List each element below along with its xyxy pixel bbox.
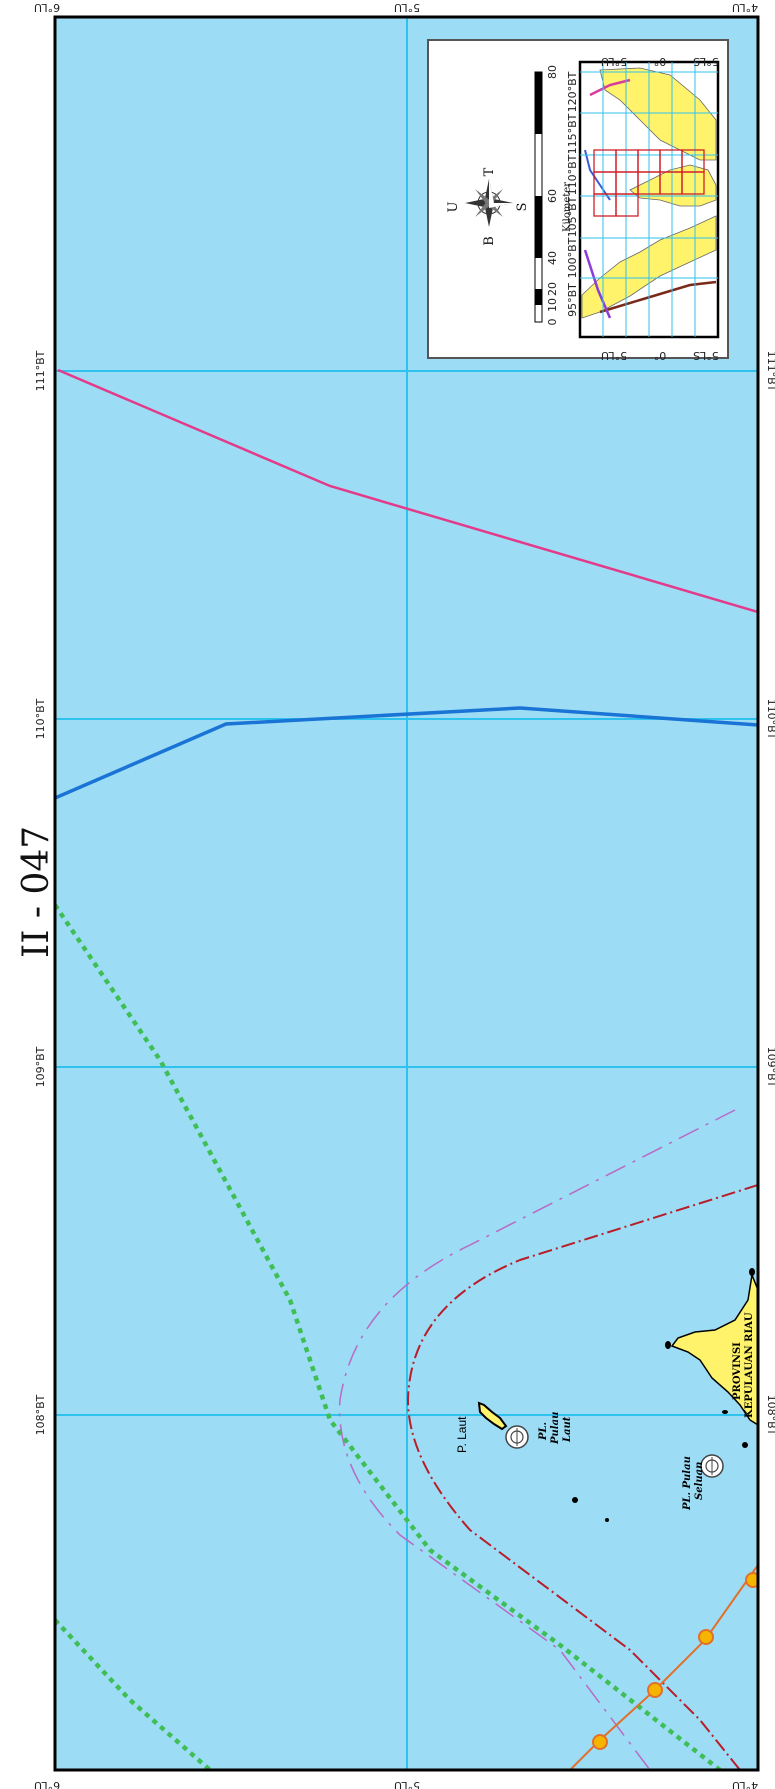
lon-tick-label: 108°BT	[34, 1394, 47, 1435]
cable-node	[647, 1682, 663, 1698]
cable-node	[745, 1572, 758, 1588]
lon-tick-label: 109°BT	[34, 1046, 47, 1087]
scale-tick-label: 0	[546, 319, 559, 326]
cable-node	[698, 1629, 714, 1645]
scale-tick-label: 40	[546, 251, 559, 265]
lon-tick-label: 110°BT	[34, 698, 47, 739]
lat-tick-label: 6°LU	[34, 1, 60, 14]
islet	[665, 1341, 671, 1349]
inset-panel: U S T B 0 10 20 40 60 80 Kilometer	[427, 39, 729, 362]
scale-tick-label: 60	[546, 189, 559, 203]
islets	[572, 1268, 755, 1522]
lat-tick-label: 5°LU	[394, 1, 420, 14]
base-point-label: Seluan	[694, 1462, 705, 1500]
lat-tick-label: 4°LU	[732, 1, 758, 14]
islet	[749, 1268, 755, 1276]
base-point-label: PL. Pulau	[682, 1456, 693, 1511]
island-label-laut: P. Laut	[455, 1416, 469, 1453]
index-map	[578, 60, 720, 339]
base-point-label: Laut	[562, 1416, 573, 1443]
index-lon-label: 110°BT	[566, 154, 579, 195]
index-lon-label: 120°BT	[566, 71, 579, 112]
lon-tick-label: 110°BT	[765, 699, 775, 740]
scale-bar	[534, 71, 543, 323]
index-lat-label: 5°LU	[601, 349, 627, 362]
green-boundary-line	[55, 903, 722, 1770]
province-label: PROVINSI	[732, 1342, 743, 1400]
islet	[605, 1518, 609, 1522]
index-lon-label: 105°BT	[566, 196, 579, 237]
compass-west-label: B	[482, 236, 497, 246]
index-lat-label: 5°LS	[693, 349, 719, 362]
index-lat-label: 0°	[654, 349, 667, 362]
cable-nodes	[592, 1572, 758, 1750]
lat-tick-label: 4°LU	[732, 1779, 758, 1789]
compass-south-label: S	[515, 203, 530, 212]
lon-tick-label: 109°BT	[765, 1047, 775, 1088]
islet	[742, 1442, 748, 1448]
province-label: KEPULAUAN RIAU	[744, 1312, 755, 1418]
map-border	[53, 15, 760, 1772]
compass-north-label: U	[446, 201, 461, 212]
red-boundary-line	[406, 1184, 758, 1770]
lon-tick-label: 108°BT	[765, 1395, 775, 1436]
index-lon-label: 95°BT	[566, 283, 579, 317]
index-lat-label: 5°LU	[601, 55, 627, 68]
base-point-label: PL.	[538, 1422, 549, 1441]
scale-tick-label: 80	[546, 65, 559, 79]
lat-tick-label: 6°LU	[34, 1779, 60, 1789]
index-lon-label: 115°BT	[566, 113, 579, 154]
green-boundary-line	[55, 1618, 212, 1770]
compass-rose	[465, 179, 513, 227]
base-point-marker	[700, 1454, 724, 1478]
pink-boundary-line	[338, 1109, 736, 1770]
islet	[572, 1497, 578, 1503]
index-lon-label: 100°BT	[566, 237, 579, 278]
base-point-label: Pulau	[550, 1412, 561, 1445]
province-land	[670, 1272, 758, 1426]
cable-node	[592, 1734, 608, 1750]
lon-tick-label: 111°BT	[765, 351, 775, 392]
lon-tick-label: 111°BT	[34, 350, 47, 391]
index-lat-label: 0°	[654, 55, 667, 68]
blue-boundary-line	[55, 706, 758, 800]
index-lat-label: 5°LS	[693, 55, 719, 68]
scale-unit-label: Kilometer	[562, 182, 573, 232]
scale-tick-label: 20	[546, 282, 559, 296]
compass-east-label: T	[482, 167, 497, 176]
lat-tick-label: 5°LU	[394, 1779, 420, 1789]
base-point-marker	[505, 1425, 529, 1449]
islet	[722, 1410, 728, 1414]
scale-tick-label: 10	[546, 298, 559, 312]
magenta-boundary-line	[57, 368, 758, 614]
pulau-laut-land	[477, 1401, 508, 1431]
